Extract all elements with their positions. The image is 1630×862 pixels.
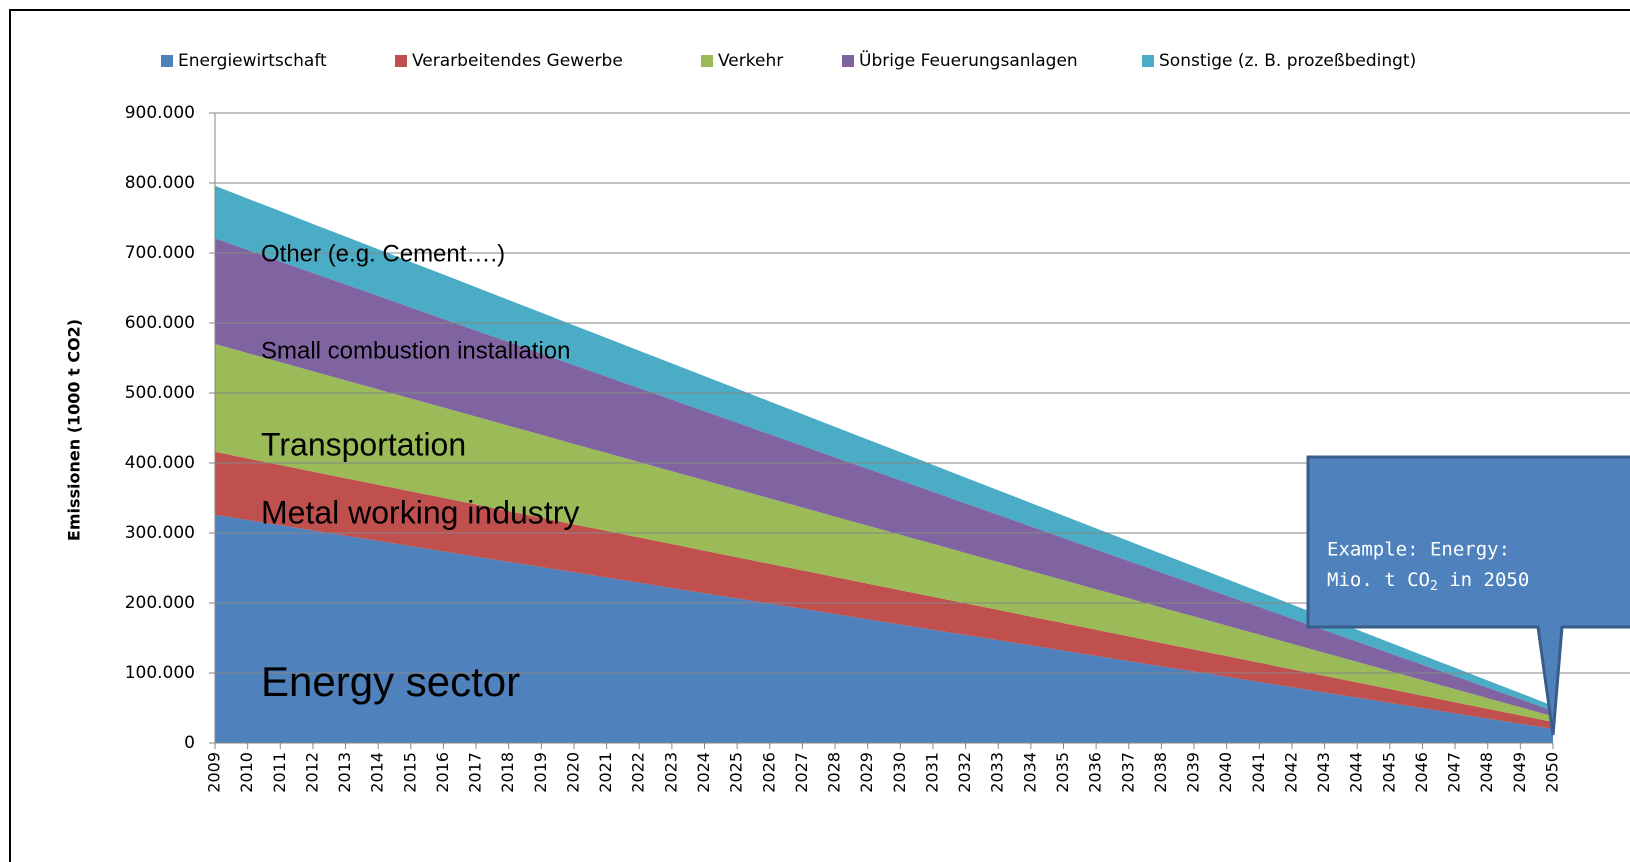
x-tick-label: 2016 <box>433 752 452 793</box>
annotation: Other (e.g. Cement….) <box>261 240 505 267</box>
x-tick-label: 2050 <box>1543 752 1562 793</box>
legend-label: Übrige Feuerungsanlagen <box>859 49 1078 71</box>
annotation: Metal working industry <box>261 494 579 530</box>
x-tick-label: 2010 <box>237 752 256 793</box>
legend-label: Sonstige (z. B. prozeßbedingt) <box>1159 51 1416 71</box>
x-tick-label: 2038 <box>1151 752 1170 793</box>
x-tick-label: 2009 <box>205 752 224 793</box>
area <box>215 451 1553 729</box>
x-tick-label: 2023 <box>661 752 680 793</box>
x-tick-label: 2039 <box>1184 752 1203 793</box>
legend-swatch <box>842 55 854 67</box>
y-tick-label: 900.000 <box>125 103 195 123</box>
annotation: Transportation <box>261 426 466 462</box>
callout-box <box>1306 455 1630 736</box>
annotation: Energy sector <box>261 658 520 705</box>
y-tick-label: 300.000 <box>125 523 195 543</box>
y-tick-label: 400.000 <box>125 453 195 473</box>
x-tick-label: 2018 <box>498 752 517 793</box>
callout-text: Mio. t CO2 in 2050 <box>1327 569 1529 594</box>
x-tick-label: 2031 <box>922 752 941 793</box>
legend-swatch <box>701 55 713 67</box>
y-tick-label: 700.000 <box>125 243 195 263</box>
x-tick-label: 2019 <box>531 752 550 793</box>
y-tick-label: 800.000 <box>125 173 195 193</box>
x-tick-label: 2037 <box>1118 752 1137 793</box>
y-tick-label: 0 <box>184 733 195 753</box>
area <box>215 238 1553 717</box>
x-tick-label: 2020 <box>563 752 582 793</box>
x-tick-label: 2042 <box>1281 752 1300 793</box>
legend-swatch <box>395 55 407 67</box>
y-tick-label: 500.000 <box>125 383 195 403</box>
x-tick-label: 2040 <box>1216 752 1235 793</box>
x-tick-label: 2022 <box>629 752 648 793</box>
x-tick-label: 2012 <box>302 752 321 793</box>
x-tick-label: 2034 <box>1020 752 1039 793</box>
x-tick-label: 2028 <box>825 752 844 793</box>
callout: Example: Energy: Mio. t CO2 in 2050 <box>1306 455 1630 736</box>
x-tick-label: 2015 <box>400 752 419 793</box>
x-tick-label: 2021 <box>596 752 615 793</box>
annotation: Small combustion installation <box>261 337 570 364</box>
x-tick-label: 2047 <box>1445 752 1464 793</box>
x-tick-label: 2044 <box>1347 752 1366 793</box>
x-tick-label: 2027 <box>792 752 811 793</box>
x-tick-label: 2043 <box>1314 752 1333 793</box>
legend-swatch <box>1142 55 1154 67</box>
legend-label: Verarbeitendes Gewerbe <box>412 51 623 71</box>
x-tick-label: 2013 <box>335 752 354 793</box>
x-tick-label: 2025 <box>727 752 746 793</box>
x-tick-label: 2026 <box>759 752 778 793</box>
x-tick-label: 2048 <box>1477 752 1496 793</box>
y-axis-label: Emissionen (1000 t CO2) <box>65 319 84 541</box>
x-tick-label: 2017 <box>466 752 485 793</box>
x-tick-label: 2024 <box>694 752 713 793</box>
area <box>215 185 1553 711</box>
legend-label: Energiewirtschaft <box>178 51 327 71</box>
x-tick-label: 2049 <box>1510 752 1529 793</box>
x-tick-label: 2014 <box>368 752 387 793</box>
area <box>215 514 1553 743</box>
x-tick-label: 2046 <box>1412 752 1431 793</box>
x-tick-label: 2033 <box>988 752 1007 793</box>
x-tick-label: 2036 <box>1086 752 1105 793</box>
x-tick-label: 2041 <box>1249 752 1268 793</box>
x-tick-label: 2011 <box>270 752 289 793</box>
y-tick-label: 100.000 <box>125 663 195 683</box>
x-tick-label: 2035 <box>1053 752 1072 793</box>
legend-swatch <box>161 55 173 67</box>
x-tick-label: 2029 <box>857 752 876 793</box>
x-tick-label: 2032 <box>955 752 974 793</box>
callout-text: Example: Energy: <box>1327 539 1510 561</box>
legend-label: Verkehr <box>718 51 783 71</box>
x-tick-label: 2030 <box>890 752 909 793</box>
y-tick-label: 200.000 <box>125 593 195 613</box>
x-tick-label: 2045 <box>1379 752 1398 793</box>
y-tick-label: 600.000 <box>125 313 195 333</box>
